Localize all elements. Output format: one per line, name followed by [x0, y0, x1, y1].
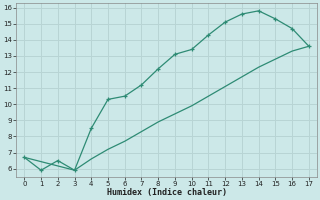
X-axis label: Humidex (Indice chaleur): Humidex (Indice chaleur) — [107, 188, 227, 197]
